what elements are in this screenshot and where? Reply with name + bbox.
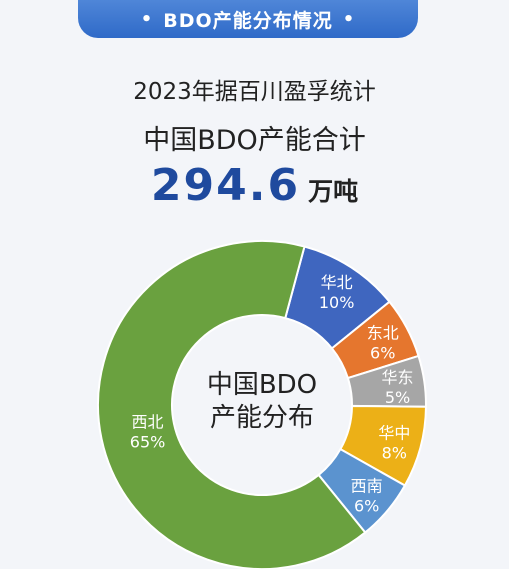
total-label: 中国BDO产能合计 bbox=[143, 125, 366, 156]
center-label-line-2: 产能分布 bbox=[210, 403, 314, 433]
slice-label-5: 西南 bbox=[351, 476, 383, 495]
banner-dot-right: • bbox=[342, 8, 356, 30]
slice-value-5: 6% bbox=[354, 496, 379, 515]
center-label-line-1: 中国BDO bbox=[207, 370, 317, 400]
header-banner: • BDO产能分布情况 • bbox=[78, 0, 418, 38]
slice-value-1: 10% bbox=[319, 293, 355, 312]
slice-value-6: 65% bbox=[130, 432, 166, 451]
slice-value-2: 6% bbox=[370, 343, 395, 362]
slice-6 bbox=[97, 240, 367, 569]
slice-label-2: 东北 bbox=[367, 323, 399, 342]
slice-value-3: 5% bbox=[385, 388, 410, 407]
banner-dot-left: • bbox=[140, 8, 154, 30]
slice-label-6: 西北 bbox=[132, 412, 164, 431]
header-title: BDO产能分布情况 bbox=[163, 9, 333, 32]
total-value-line: 294.6 万吨 bbox=[0, 160, 509, 211]
slice-value-4: 8% bbox=[382, 443, 407, 462]
total-unit: 万吨 bbox=[308, 177, 359, 206]
source-line: 2023年据百川盈孚统计 bbox=[133, 79, 376, 105]
slice-label-3: 华东 bbox=[382, 368, 414, 387]
total-value: 294.6 bbox=[150, 160, 301, 211]
slice-label-4: 华中 bbox=[378, 423, 410, 442]
slice-label-1: 华北 bbox=[321, 273, 353, 292]
